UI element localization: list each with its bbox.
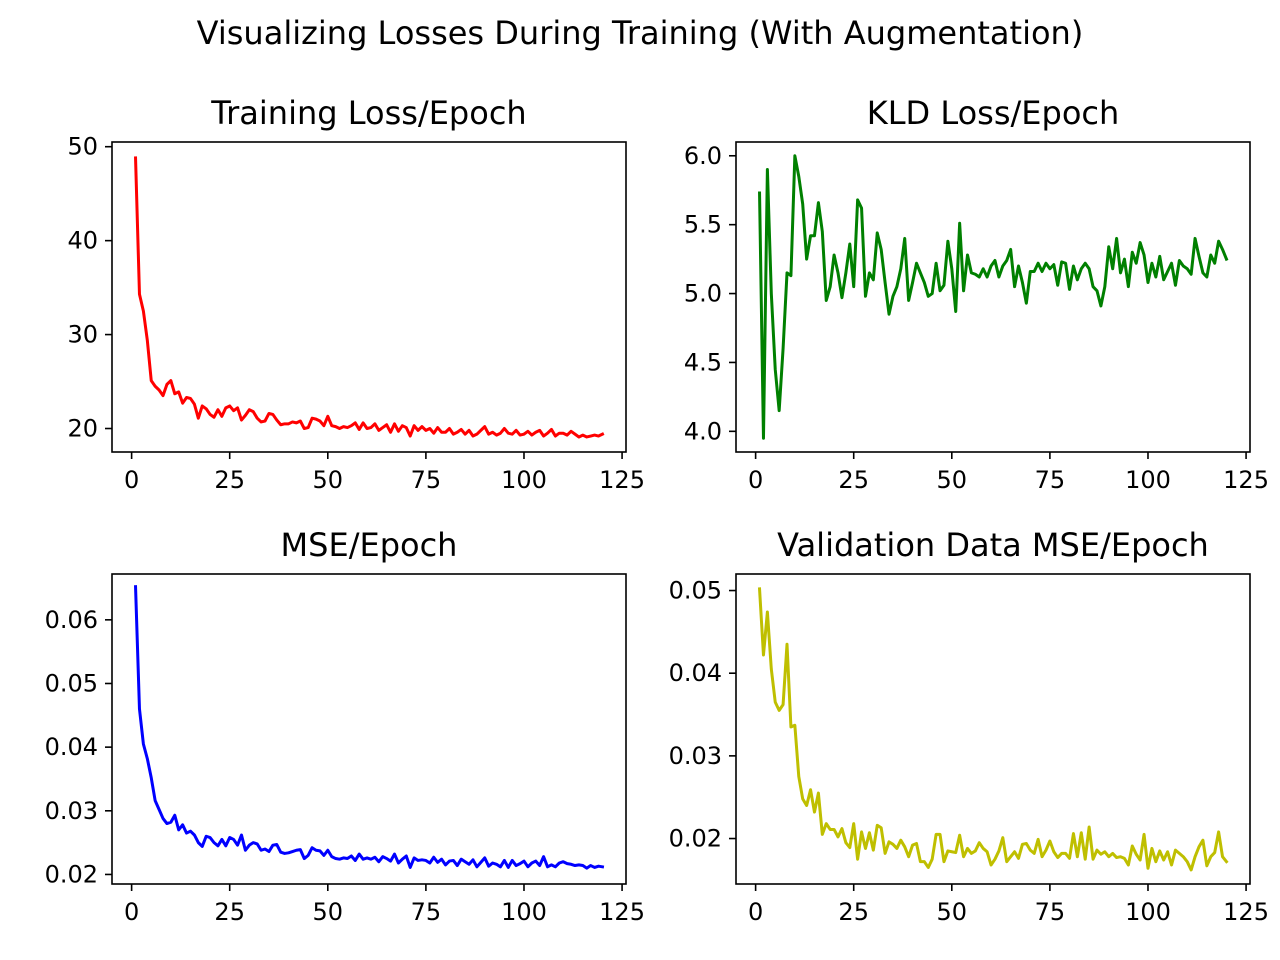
kld-loss-x-tick-label: 75: [1035, 466, 1066, 494]
mse-y-tick-label: 0.05: [45, 669, 98, 697]
training-loss-x-tick-label: 25: [214, 466, 245, 494]
mse-x-tick-label: 50: [313, 898, 344, 926]
training-loss-x-tick-label: 125: [599, 466, 645, 494]
training-loss-y-tick-label: 40: [67, 227, 98, 255]
validation-mse-x-tick-label: 0: [748, 898, 763, 926]
kld-loss-x-tick-label: 50: [937, 466, 968, 494]
validation-mse-x-tick-label: 50: [937, 898, 968, 926]
subplot-training-loss: Training Loss/Epoch 0 25 50 75 100 125 20 30 40 50: [67, 94, 645, 494]
mse-x-tick-label: 125: [599, 898, 645, 926]
mse-y-tick-label: 0.06: [45, 606, 98, 634]
kld-loss-title: KLD Loss/Epoch: [867, 94, 1120, 132]
mse-x-tick-label: 100: [501, 898, 547, 926]
kld-loss-series-line: [758, 154, 1229, 440]
kld-loss-x-tick-label: 100: [1125, 466, 1171, 494]
subplot-kld-loss: KLD Loss/Epoch 0 25 50 75 100 125 4.0 4.5 5.0 5.5 6…: [684, 94, 1269, 494]
training-loss-axes-frame: [111, 141, 627, 453]
training-loss-x-tick-label: 100: [501, 466, 547, 494]
kld-loss-y-tick-label: 5.0: [684, 280, 722, 308]
mse-series-line: [133, 585, 605, 870]
mse-x-tick-label: 25: [214, 898, 245, 926]
mse-y-tick-label: 0.02: [45, 860, 98, 888]
kld-loss-y-tick-label: 6.0: [684, 142, 722, 170]
figure-title: Visualizing Losses During Training (With…: [197, 14, 1084, 52]
training-loss-y-tick-label: 30: [67, 321, 98, 349]
validation-mse-title: Validation Data MSE/Epoch: [777, 526, 1209, 564]
mse-y-tick-label: 0.03: [45, 797, 98, 825]
training-loss-series-line: [133, 156, 605, 439]
mse-x-tick-label: 75: [411, 898, 442, 926]
kld-loss-y-tick-label: 4.5: [684, 348, 722, 376]
kld-loss-x-tick-label: 125: [1223, 466, 1269, 494]
validation-mse-x-tick-label: 25: [838, 898, 869, 926]
training-loss-y-tick-label: 20: [67, 415, 98, 443]
subplot-validation-mse: Validation Data MSE/Epoch 0 25 50 75 100 125 0.…: [669, 526, 1269, 926]
kld-loss-axes-frame: [735, 141, 1251, 453]
validation-mse-axes-frame: [735, 573, 1251, 885]
training-loss-x-tick-label: 75: [411, 466, 442, 494]
validation-mse-y-tick-label: 0.02: [669, 825, 722, 853]
training-loss-x-tick-label: 0: [124, 466, 139, 494]
subplot-mse: MSE/Epoch 0 25 50 75 100 125 0.02 0.03 0.04 0.05 0.…: [45, 526, 645, 926]
validation-mse-y-tick-label: 0.05: [669, 577, 722, 605]
mse-axes-frame: [111, 573, 627, 885]
training-loss-y-tick-label: 50: [67, 133, 98, 161]
kld-loss-x-tick-label: 0: [748, 466, 763, 494]
validation-mse-series-line: [757, 587, 1229, 872]
kld-loss-y-tick-label: 5.5: [684, 211, 722, 239]
training-loss-title: Training Loss/Epoch: [210, 94, 526, 132]
mse-title: MSE/Epoch: [281, 526, 458, 564]
mse-y-tick-label: 0.04: [45, 733, 98, 761]
training-loss-x-tick-label: 50: [313, 466, 344, 494]
validation-mse-x-tick-label: 125: [1223, 898, 1269, 926]
validation-mse-y-tick-label: 0.03: [669, 742, 722, 770]
validation-mse-y-tick-label: 0.04: [669, 659, 722, 687]
kld-loss-x-tick-label: 25: [838, 466, 869, 494]
kld-loss-y-tick-label: 4.0: [684, 417, 722, 445]
validation-mse-x-tick-label: 75: [1035, 898, 1066, 926]
validation-mse-x-tick-label: 100: [1125, 898, 1171, 926]
mse-x-tick-label: 0: [124, 898, 139, 926]
